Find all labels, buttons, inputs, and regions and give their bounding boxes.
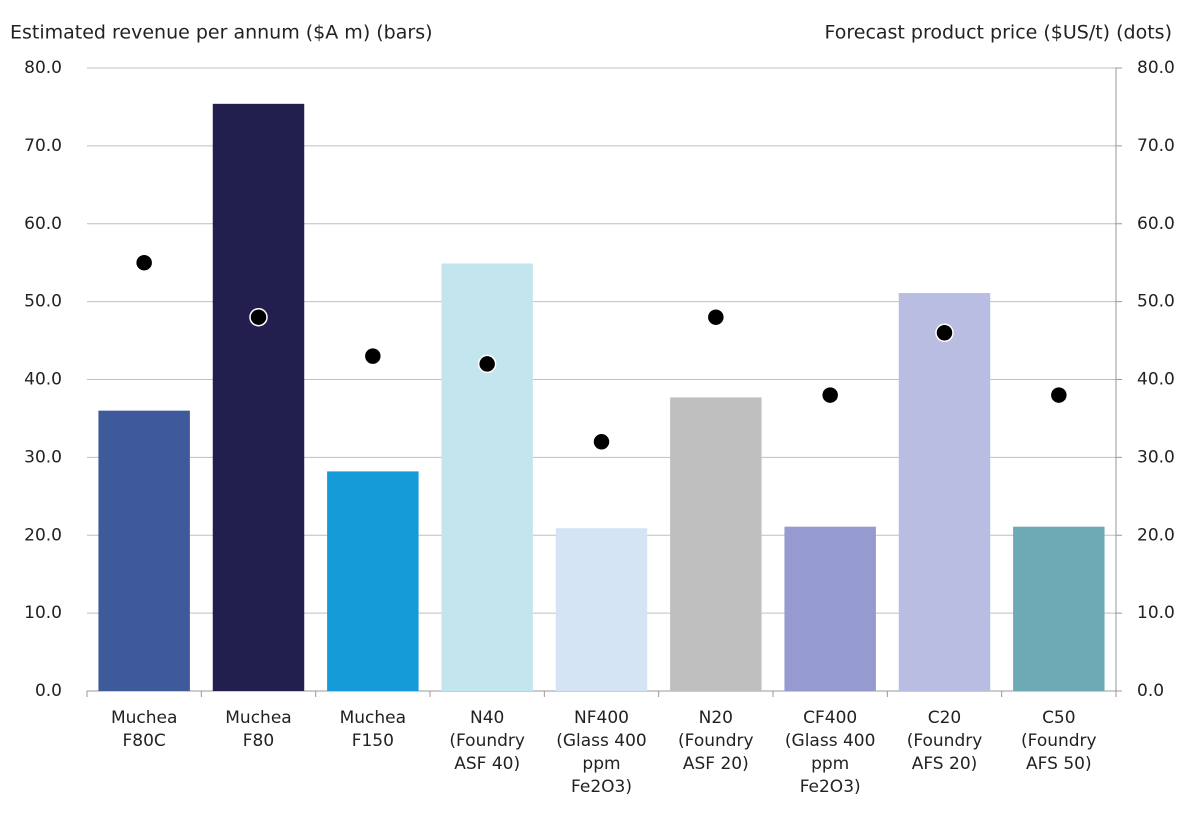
- y2-tick-label: 50.0: [1137, 292, 1175, 312]
- bar: [784, 526, 876, 691]
- bar: [670, 397, 762, 691]
- x-tick-label: AFS 20): [912, 754, 978, 774]
- dot: [1049, 385, 1069, 405]
- x-tick-label: N40: [470, 708, 504, 728]
- x-tick-label: F150: [352, 731, 394, 751]
- y-tick-label: 60.0: [24, 214, 62, 234]
- y2-tick-label: 20.0: [1137, 525, 1175, 545]
- bar: [98, 410, 190, 691]
- bar: [441, 263, 533, 691]
- y2-tick-label: 80.0: [1137, 58, 1175, 78]
- y-tick-label: 20.0: [24, 525, 62, 545]
- y2-axis-title: Forecast product price ($US/t) (dots): [824, 22, 1172, 44]
- x-tick-label: F80: [243, 731, 274, 751]
- dot: [592, 432, 611, 452]
- bar: [1013, 526, 1105, 691]
- y-tick-label: 30.0: [24, 447, 62, 467]
- x-tick-label: Muchea: [340, 708, 406, 728]
- x-tick-label: NF400: [574, 708, 629, 728]
- x-tick-label: ppm: [811, 754, 849, 774]
- bar: [898, 293, 991, 691]
- dot: [134, 253, 154, 272]
- y2-tick-label: 70.0: [1137, 136, 1175, 156]
- x-tick-label: ASF 20): [683, 754, 749, 774]
- y2-tick-label: 10.0: [1137, 603, 1175, 623]
- x-tick-label: F80C: [123, 731, 166, 751]
- x-tick-label: (Foundry: [678, 731, 754, 751]
- x-tick-label: ppm: [582, 754, 620, 774]
- x-tick-label: (Glass 400: [785, 731, 876, 751]
- dot: [249, 307, 268, 327]
- y2-tick-label: 40.0: [1137, 370, 1175, 390]
- y-tick-label: 70.0: [24, 136, 62, 156]
- x-tick-label: Fe2O3): [800, 777, 861, 797]
- dot: [477, 354, 497, 374]
- x-tick-label: Fe2O3): [571, 777, 632, 797]
- y-tick-label: 50.0: [24, 292, 62, 312]
- y-tick-label: 0.0: [35, 681, 62, 701]
- y-tick-label: 10.0: [24, 603, 62, 623]
- x-tick-label: AFS 50): [1026, 754, 1092, 774]
- x-tick-label: (Glass 400: [556, 731, 647, 751]
- y2-tick-label: 60.0: [1137, 214, 1175, 234]
- x-tick-label: (Foundry: [1021, 731, 1097, 751]
- bar: [212, 103, 305, 691]
- dot: [706, 307, 726, 327]
- dot: [820, 385, 840, 405]
- y2-tick-label: 30.0: [1137, 447, 1175, 467]
- bar: [327, 471, 419, 691]
- x-tick-label: ASF 40): [454, 754, 520, 774]
- x-tick-label: C50: [1042, 708, 1076, 728]
- y-axis-title: Estimated revenue per annum ($A m) (bars…: [10, 22, 433, 44]
- dot: [363, 346, 383, 366]
- x-tick-label: N20: [699, 708, 733, 728]
- bar: [555, 528, 648, 691]
- y-tick-label: 80.0: [24, 58, 62, 78]
- y-tick-label: 40.0: [24, 370, 62, 390]
- dot: [935, 323, 954, 343]
- x-tick-label: Muchea: [225, 708, 291, 728]
- x-tick-label: CF400: [803, 708, 857, 728]
- x-tick-label: Muchea: [111, 708, 177, 728]
- y2-tick-label: 0.0: [1137, 681, 1164, 701]
- x-tick-label: (Foundry: [907, 731, 983, 751]
- x-tick-label: (Foundry: [449, 731, 525, 751]
- x-tick-label: C20: [928, 708, 962, 728]
